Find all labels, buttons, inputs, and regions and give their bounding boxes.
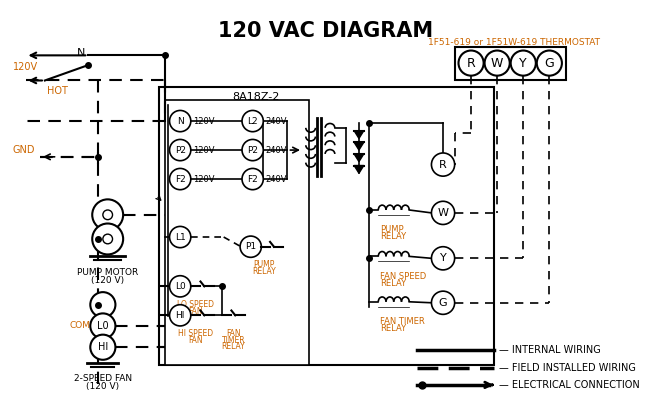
Text: R: R (439, 160, 447, 170)
Text: FAN SPEED: FAN SPEED (380, 272, 427, 281)
Text: (120 V): (120 V) (86, 382, 119, 391)
Text: P2: P2 (175, 145, 186, 155)
Text: Y: Y (519, 57, 527, 70)
Text: — FIELD INSTALLED WIRING: — FIELD INSTALLED WIRING (499, 362, 636, 372)
Text: LO SPEED: LO SPEED (177, 300, 214, 309)
Text: (120 V): (120 V) (91, 276, 124, 285)
Text: L1: L1 (175, 233, 186, 241)
Text: PUMP: PUMP (253, 260, 275, 269)
Circle shape (170, 305, 191, 326)
Text: 240V: 240V (265, 175, 287, 184)
Text: L0: L0 (175, 282, 186, 291)
Circle shape (431, 153, 455, 176)
Circle shape (103, 234, 113, 244)
Circle shape (170, 111, 191, 132)
Polygon shape (354, 166, 364, 173)
Text: FAN: FAN (188, 336, 203, 344)
Circle shape (92, 199, 123, 230)
Text: FAN: FAN (226, 329, 241, 338)
Text: RELAY: RELAY (380, 324, 406, 333)
Text: 120V: 120V (13, 62, 38, 72)
Circle shape (170, 276, 191, 297)
Circle shape (90, 313, 115, 339)
Polygon shape (354, 131, 364, 138)
Text: 240V: 240V (265, 145, 287, 155)
Text: RELAY: RELAY (253, 267, 276, 276)
Text: HI: HI (176, 311, 185, 320)
Bar (159, 87, 494, 365)
Text: GND: GND (13, 145, 36, 155)
Text: F2: F2 (175, 175, 186, 184)
Polygon shape (354, 142, 364, 150)
Text: FAN: FAN (188, 307, 203, 316)
Text: PUMP: PUMP (380, 225, 404, 235)
Circle shape (484, 51, 510, 76)
Text: N: N (177, 116, 184, 126)
Text: N: N (76, 48, 85, 58)
Bar (165, 100, 309, 365)
Circle shape (170, 226, 191, 248)
Circle shape (431, 291, 455, 314)
Circle shape (240, 236, 261, 257)
Text: 120V: 120V (193, 145, 214, 155)
Circle shape (170, 168, 191, 190)
Text: TIMER: TIMER (222, 336, 245, 344)
Text: W: W (438, 208, 448, 218)
Text: HI: HI (98, 342, 108, 352)
Circle shape (90, 335, 115, 360)
Text: RELAY: RELAY (380, 279, 406, 287)
Circle shape (242, 140, 263, 161)
Text: RELAY: RELAY (380, 232, 406, 241)
Text: Y: Y (440, 253, 446, 263)
Bar (455, 47, 565, 80)
Circle shape (458, 51, 484, 76)
Circle shape (511, 51, 536, 76)
Circle shape (170, 140, 191, 161)
Circle shape (103, 210, 113, 220)
Text: P1: P1 (245, 242, 257, 251)
Text: — INTERNAL WIRING: — INTERNAL WIRING (499, 345, 601, 355)
Circle shape (537, 51, 562, 76)
Text: L0: L0 (97, 321, 109, 331)
Text: F2: F2 (247, 175, 258, 184)
Text: L2: L2 (247, 116, 258, 126)
Text: G: G (545, 57, 554, 70)
Text: HOT: HOT (47, 86, 68, 96)
Text: RELAY: RELAY (222, 342, 245, 352)
Text: R: R (467, 57, 476, 70)
Text: 8A18Z-2: 8A18Z-2 (232, 92, 279, 102)
Circle shape (242, 168, 263, 190)
Circle shape (431, 247, 455, 270)
Circle shape (431, 201, 455, 225)
Circle shape (90, 292, 115, 317)
Circle shape (242, 111, 263, 132)
Text: COM: COM (69, 321, 90, 331)
Text: 1F51-619 or 1F51W-619 THERMOSTAT: 1F51-619 or 1F51W-619 THERMOSTAT (427, 38, 600, 47)
Circle shape (92, 223, 123, 254)
Text: PUMP MOTOR: PUMP MOTOR (77, 268, 138, 277)
Text: 2-SPEED FAN: 2-SPEED FAN (74, 374, 132, 383)
Text: 120V: 120V (193, 175, 214, 184)
Text: W: W (491, 57, 503, 70)
Polygon shape (354, 154, 364, 162)
Text: HI SPEED: HI SPEED (178, 329, 213, 338)
Text: P2: P2 (247, 145, 258, 155)
Text: G: G (439, 298, 448, 308)
Text: 240V: 240V (265, 116, 287, 126)
Text: 120 VAC DIAGRAM: 120 VAC DIAGRAM (218, 21, 433, 41)
Text: 120V: 120V (193, 116, 214, 126)
Text: — ELECTRICAL CONNECTION: — ELECTRICAL CONNECTION (499, 380, 640, 390)
Text: FAN TIMER: FAN TIMER (380, 317, 425, 326)
